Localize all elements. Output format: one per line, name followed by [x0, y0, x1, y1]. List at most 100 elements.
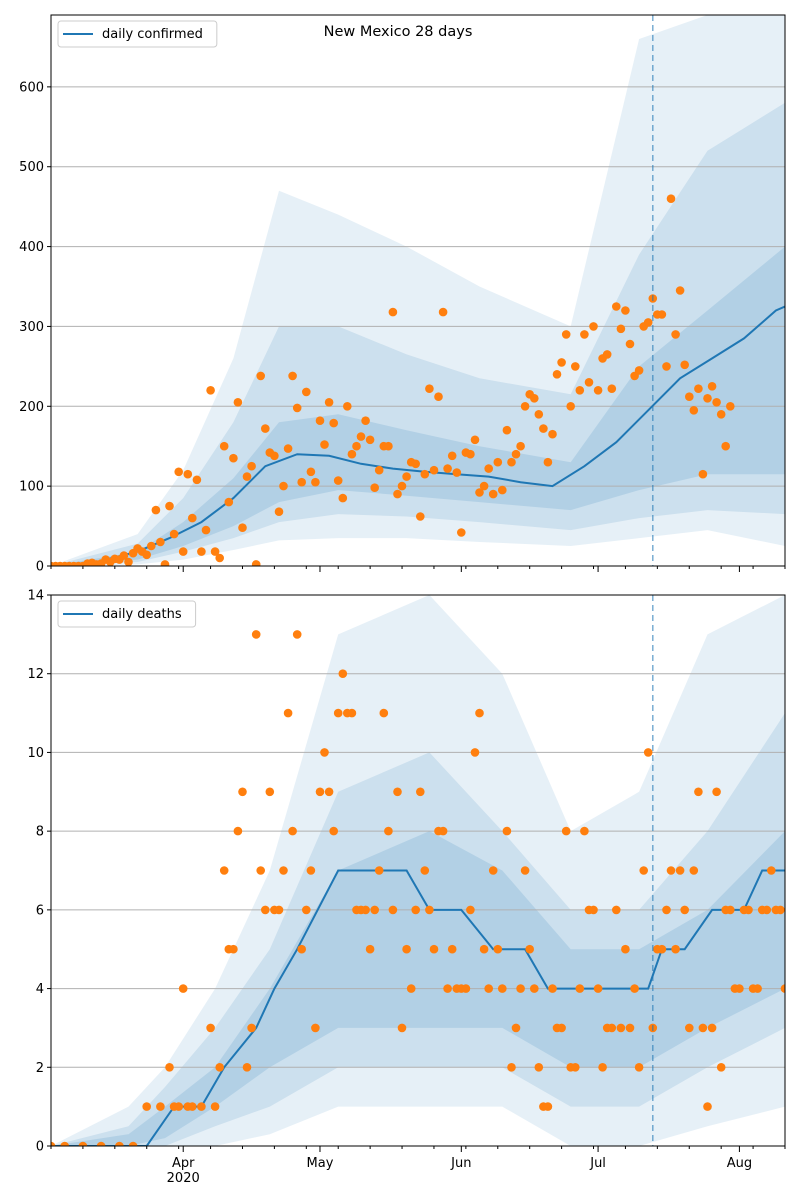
observed-point: [703, 1102, 712, 1111]
observed-point: [434, 392, 443, 402]
observed-point: [543, 1102, 553, 1111]
observed-point: [484, 464, 494, 473]
observed-point: [744, 905, 753, 915]
observed-point: [557, 358, 566, 367]
legend: daily confirmed: [57, 20, 218, 48]
observed-point: [438, 307, 448, 317]
y-tick-label: 2: [36, 1061, 44, 1076]
observed-point: [694, 384, 703, 394]
observed-point: [516, 441, 525, 451]
observed-point: [502, 826, 512, 836]
y-tick-label: 10: [27, 746, 44, 761]
observed-point: [233, 826, 243, 836]
observed-point: [634, 366, 644, 375]
observed-point: [128, 1141, 138, 1146]
observed-point: [666, 866, 676, 875]
observed-point: [297, 477, 307, 487]
observed-point: [493, 457, 503, 467]
y-tick-label: 400: [19, 240, 44, 255]
observed-point: [607, 384, 617, 394]
observed-point: [270, 451, 279, 461]
observed-point: [530, 394, 539, 403]
observed-point: [320, 440, 329, 449]
observed-point: [726, 402, 735, 411]
observed-point: [762, 905, 772, 915]
y-tick-label: 100: [19, 480, 44, 495]
observed-point: [274, 507, 284, 516]
observed-point: [288, 371, 297, 381]
observed-point: [352, 441, 361, 451]
observed-point: [671, 944, 680, 954]
observed-point: [566, 402, 575, 411]
observed-point: [767, 866, 776, 875]
observed-point: [402, 472, 411, 481]
observed-point: [507, 1063, 516, 1072]
observed-point: [229, 453, 238, 463]
observed-point: [488, 866, 498, 875]
observed-point: [60, 1141, 69, 1146]
observed-point: [598, 1063, 607, 1072]
observed-point: [438, 826, 448, 836]
axes-frame: [50, 594, 786, 1147]
observed-point: [580, 826, 589, 836]
observed-point: [625, 1023, 635, 1033]
observed-point: [247, 1023, 256, 1033]
observed-point: [411, 459, 421, 469]
observed-point: [247, 461, 256, 471]
plot-area: [51, 595, 785, 1146]
observed-point: [675, 866, 685, 875]
observed-point: [188, 513, 197, 523]
observed-point: [707, 1023, 717, 1033]
observed-point: [698, 1023, 708, 1033]
observed-point: [274, 905, 284, 915]
observed-point: [685, 392, 694, 402]
observed-point: [219, 441, 229, 451]
observed-point: [206, 386, 215, 395]
observed-point: [288, 826, 297, 836]
observed-point: [466, 905, 475, 915]
observed-point: [707, 382, 717, 391]
observed-point: [311, 1023, 320, 1033]
uncertainty-band-outer: [51, 595, 785, 1146]
observed-point: [639, 866, 648, 875]
observed-point: [324, 787, 334, 797]
observed-point: [662, 905, 671, 915]
observed-point: [561, 826, 571, 836]
y-tick-label: 8: [36, 825, 44, 840]
observed-point: [447, 451, 457, 461]
observed-point: [493, 944, 503, 954]
observed-point: [425, 905, 434, 915]
observed-point: [279, 866, 288, 875]
observed-point: [461, 984, 471, 993]
observed-point: [224, 497, 234, 507]
observed-point: [324, 398, 334, 407]
observed-point: [402, 944, 411, 954]
observed-point: [580, 330, 589, 339]
y-tick-label: 600: [19, 80, 44, 95]
observed-point: [479, 944, 489, 954]
observed-point: [675, 286, 685, 295]
x-tick-year-label: 2020: [167, 1171, 200, 1186]
observed-point: [630, 984, 639, 993]
observed-point: [197, 547, 206, 556]
observed-point: [557, 1023, 566, 1033]
observed-point: [292, 630, 302, 639]
observed-point: [178, 547, 188, 556]
observed-point: [251, 560, 261, 566]
observed-point: [511, 449, 521, 459]
observed-point: [625, 339, 635, 349]
y-tick-label: 500: [19, 160, 44, 175]
observed-point: [516, 984, 525, 993]
observed-point: [416, 512, 425, 521]
observed-point: [666, 194, 676, 203]
observed-point: [616, 324, 626, 334]
observed-point: [283, 444, 293, 453]
observed-point: [511, 1023, 521, 1033]
y-tick-label: 0: [36, 560, 44, 575]
observed-point: [780, 984, 785, 993]
x-tick-label: Aug: [727, 1156, 752, 1171]
observed-point: [384, 826, 393, 836]
observed-point: [306, 467, 316, 477]
observed-point: [680, 360, 689, 370]
observed-point: [548, 429, 557, 439]
